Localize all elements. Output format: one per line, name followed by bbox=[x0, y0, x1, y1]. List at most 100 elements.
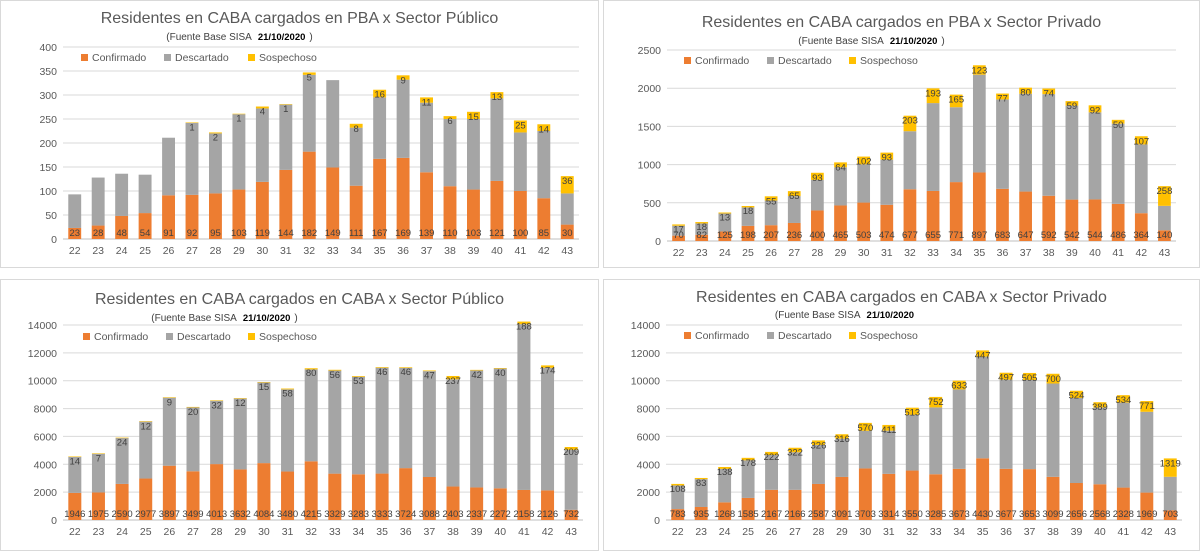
bar-descartado bbox=[671, 485, 685, 510]
bar-confirmado bbox=[373, 158, 387, 239]
bar-confirmado bbox=[1046, 476, 1060, 520]
bar-descartado bbox=[812, 444, 825, 484]
bar-descartado bbox=[115, 173, 129, 216]
bar-confirmado bbox=[1111, 203, 1125, 241]
data-label-confirmado: 54 bbox=[140, 228, 151, 239]
data-label-sospechoso: 524 bbox=[1069, 391, 1085, 402]
bar-descartado bbox=[1046, 383, 1060, 477]
chart-panel-caba-en-caba-privado: 0 2000 4000 6000 8000 10000 12000 14000 22 783 108… bbox=[603, 279, 1200, 551]
data-label-sospechoso: 1 bbox=[283, 104, 288, 115]
bar-sospechoso bbox=[718, 212, 732, 214]
bar-descartado bbox=[513, 132, 527, 191]
bar-confirmado bbox=[490, 180, 504, 239]
data-label-confirmado: 2337 bbox=[466, 509, 487, 520]
y-tick-label: 0 bbox=[655, 236, 661, 248]
x-tick-label: 29 bbox=[234, 526, 246, 538]
bar-descartado bbox=[857, 164, 871, 203]
y-tick-label: 300 bbox=[39, 90, 57, 102]
bar-sospechoso bbox=[162, 397, 176, 398]
x-tick-label: 42 bbox=[538, 245, 550, 257]
bar-confirmado bbox=[420, 172, 433, 239]
y-tick-label: 150 bbox=[39, 162, 57, 174]
bar-sospechoso bbox=[1093, 402, 1107, 408]
x-tick-label: 39 bbox=[1071, 526, 1083, 538]
source-label: (Fuente Base SISA bbox=[774, 310, 861, 321]
chart-title: Residentes en CABA cargados en PBA x Sec… bbox=[701, 14, 1102, 31]
bar-confirmado bbox=[1088, 199, 1102, 241]
legend-label-sospechoso: Sospechoso bbox=[860, 330, 918, 342]
bar-confirmado bbox=[671, 509, 685, 520]
chart-title: Residentes en CABA cargados en CABA x Se… bbox=[94, 291, 505, 308]
bar-descartado bbox=[741, 207, 755, 226]
chart-source: (Fuente Base SISA 21/10/2020) bbox=[0, 32, 598, 43]
y-tick-label: 0 bbox=[51, 234, 57, 246]
source-close: ) bbox=[941, 36, 945, 47]
data-label-confirmado: 3703 bbox=[855, 509, 876, 520]
source-close: ) bbox=[309, 32, 313, 43]
x-tick-label: 28 bbox=[211, 526, 223, 538]
bar-confirmado bbox=[564, 509, 578, 520]
data-label-sospechoso: 6 bbox=[447, 116, 452, 127]
x-tick-label: 29 bbox=[835, 247, 847, 259]
x-tick-label: 32 bbox=[303, 245, 315, 257]
chart-source: (Fuente Base SISA 21/10/2020 bbox=[494, 310, 1199, 321]
data-label-confirmado: 703 bbox=[1162, 509, 1178, 520]
bar-descartado bbox=[787, 196, 801, 223]
bar-descartado bbox=[1140, 411, 1154, 493]
legend-swatch-sospechoso bbox=[248, 54, 255, 61]
data-label-confirmado: 111 bbox=[349, 228, 363, 239]
data-label-confirmado: 2977 bbox=[135, 509, 156, 520]
bar-sospechoso bbox=[1019, 87, 1032, 94]
data-label-sospechoso: 59 bbox=[1067, 101, 1078, 112]
y-tick-label: 8000 bbox=[34, 404, 58, 416]
data-label-sospechoso: 14 bbox=[539, 124, 550, 135]
x-tick-label: 35 bbox=[973, 247, 985, 259]
data-label-confirmado: 647 bbox=[1018, 230, 1034, 241]
bar-confirmado bbox=[1042, 195, 1056, 241]
bar-descartado bbox=[718, 468, 732, 503]
bar-confirmado bbox=[281, 471, 295, 520]
data-label-confirmado: 3653 bbox=[1019, 509, 1040, 520]
data-label-confirmado: 3897 bbox=[159, 509, 180, 520]
data-label-confirmado: 4084 bbox=[253, 509, 274, 520]
bar-descartado bbox=[443, 119, 457, 187]
bar-descartado bbox=[375, 367, 389, 474]
bar-confirmado bbox=[257, 463, 271, 520]
data-label-sospechoso: 24 bbox=[117, 438, 128, 449]
bar-confirmado bbox=[541, 490, 555, 520]
data-label-sospechoso: 222 bbox=[764, 452, 780, 463]
bar-descartado bbox=[1134, 144, 1148, 214]
data-label-sospechoso: 5 bbox=[307, 72, 312, 83]
x-tick-label: 22 bbox=[69, 245, 81, 257]
bar-descartado bbox=[446, 379, 460, 487]
x-tick-label: 32 bbox=[305, 526, 317, 538]
x-tick-label: 40 bbox=[491, 245, 503, 257]
bar-descartado bbox=[858, 430, 872, 469]
legend-swatch-confirmado bbox=[83, 333, 90, 340]
data-label-confirmado: 3673 bbox=[949, 509, 970, 520]
bar-confirmado bbox=[91, 225, 105, 239]
bar-confirmado bbox=[718, 502, 732, 520]
bar-confirmado bbox=[186, 471, 200, 520]
bar-descartado bbox=[139, 421, 153, 479]
data-label-sospechoso: 389 bbox=[1092, 402, 1108, 413]
x-tick-label: 37 bbox=[1020, 247, 1032, 259]
bar-descartado bbox=[517, 324, 531, 490]
y-tick-label: 10000 bbox=[28, 376, 57, 388]
data-label-sospechoso: 13 bbox=[720, 213, 731, 224]
bar-confirmado bbox=[857, 202, 871, 241]
x-tick-label: 25 bbox=[139, 245, 151, 257]
x-tick-label: 40 bbox=[494, 526, 506, 538]
data-label-confirmado: 2403 bbox=[442, 509, 463, 520]
bar-sospechoso bbox=[328, 369, 342, 371]
y-tick-label: 0 bbox=[654, 515, 660, 527]
x-tick-label: 30 bbox=[858, 247, 870, 259]
x-tick-label: 35 bbox=[374, 245, 386, 257]
bar-sospechoso bbox=[493, 368, 507, 369]
y-tick-label: 14000 bbox=[28, 320, 57, 332]
y-tick-label: 250 bbox=[39, 114, 57, 126]
x-tick-label: 38 bbox=[1047, 526, 1059, 538]
y-tick-label: 6000 bbox=[34, 431, 58, 443]
bar-confirmado bbox=[787, 222, 801, 241]
bar-sospechoso bbox=[470, 369, 484, 371]
